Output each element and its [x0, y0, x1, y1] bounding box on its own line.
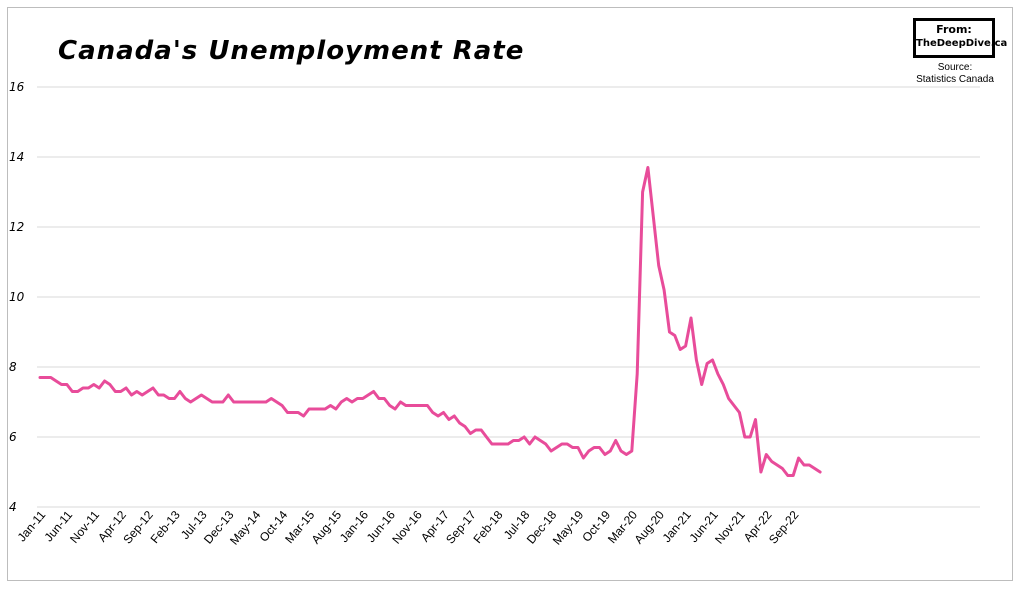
y-tick-label: 16: [9, 80, 25, 94]
source-label: Source:: [937, 62, 973, 73]
logo-from-text: From:: [936, 23, 972, 36]
source-name: Statistics Canada: [916, 74, 994, 85]
y-tick-label: 6: [9, 430, 17, 444]
x-tick-label: Feb-13: [148, 508, 183, 546]
y-tick-label: 8: [9, 360, 17, 374]
source-note: Source: Statistics Canada: [905, 62, 1005, 86]
x-tick-label: Sep-22: [766, 508, 802, 547]
series-line-layer: [38, 166, 822, 477]
x-tick-label: Jan-21: [660, 508, 695, 545]
x-tick-label: Nov-16: [389, 508, 425, 547]
x-tick-label: Nov-21: [712, 508, 748, 547]
chart-title: Canada's Unemployment Rate: [58, 36, 525, 66]
x-tick-label: Aug-15: [309, 508, 345, 547]
chart-frame: [7, 7, 1013, 581]
x-tick-label: Aug-20: [631, 508, 667, 547]
x-tick-label: Jan-11: [15, 508, 49, 545]
y-tick-label: 10: [9, 290, 25, 304]
unemployment-rate-line: [38, 166, 822, 477]
logo-site-text: TheDeepDive.ca: [916, 38, 1008, 49]
y-axis-ticks: 4 6 8 10 12 14 16: [9, 80, 25, 514]
x-tick-label: Nov-11: [67, 508, 102, 546]
x-tick-label: Jan-16: [337, 508, 372, 545]
y-tick-label: 12: [9, 220, 24, 234]
x-tick-label: Feb-18: [470, 508, 505, 546]
y-tick-label: 14: [9, 150, 24, 164]
gridlines: [37, 86, 980, 508]
x-axis-ticks: Jan-11Jun-11Nov-11Apr-12Sep-12Feb-13Jul-…: [15, 508, 802, 548]
publisher-logo: From: TheDeepDive.ca: [913, 18, 1008, 58]
y-tick-label: 4: [9, 500, 17, 514]
